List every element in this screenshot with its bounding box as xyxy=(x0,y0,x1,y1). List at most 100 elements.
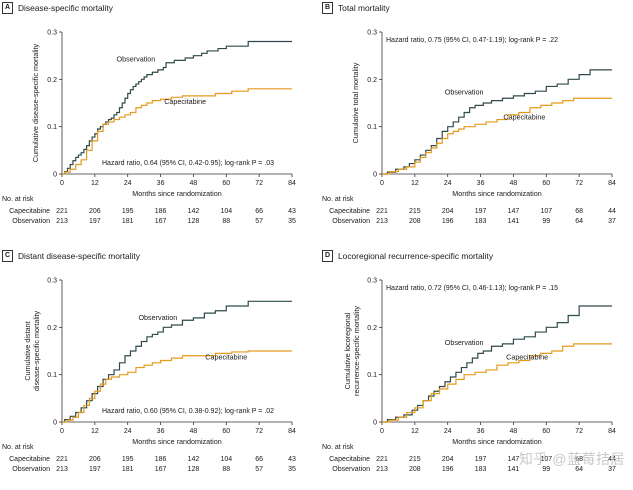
panel-c-header: C Distant disease-specific mortality xyxy=(2,250,140,262)
chart-d: 0 0.1 0.2 0.3 0 12 24 36 48 60 72 84 Months since ra… xyxy=(343,278,616,447)
x-tick-label-c: 84 xyxy=(288,428,296,435)
at-risk-table-d: No. at risk Capecitabine 221 215 204 197 147 10… xyxy=(320,444,633,490)
at-risk-value-capecitabine-d: 147 xyxy=(507,456,520,463)
y-tick-label-b: 0 xyxy=(373,172,377,179)
at-risk-value-observation-b: 183 xyxy=(474,218,487,225)
x-tick-label-b: 12 xyxy=(411,180,419,187)
y-tick-label-a: 0.3 xyxy=(47,30,57,37)
at-risk-label-observation-a: Observation xyxy=(12,218,50,225)
x-tick-label-d: 0 xyxy=(380,428,384,435)
at-risk-value-observation-a: 128 xyxy=(187,218,200,225)
at-risk-table-c: No. at risk Capecitabine 221 206 195 186 142 10… xyxy=(0,444,316,490)
x-axis-label-d: Months since randomization xyxy=(452,437,542,446)
series-label-capecitabine-b: Capecitabine xyxy=(503,113,545,122)
at-risk-value-capecitabine-a: 43 xyxy=(288,208,296,215)
y-axis-label-d: recurrence-specific mortality xyxy=(352,306,361,396)
at-risk-value-observation-b: 196 xyxy=(441,218,454,225)
at-risk-value-capecitabine-c: 104 xyxy=(220,456,233,463)
series-label-capecitabine-d: Capecitabine xyxy=(506,353,548,362)
hazard-ratio-annotation-d: Hazard ratio, 0.72 (95% CI, 0.46-1.13); … xyxy=(386,285,558,292)
at-risk-value-observation-d: 141 xyxy=(507,466,520,473)
at-risk-value-observation-a: 88 xyxy=(222,218,231,225)
y-tick-label-d: 0.3 xyxy=(367,278,377,285)
at-risk-label-capecitabine-c: Capecitabine xyxy=(9,456,50,463)
panel-c-title: Distant disease-specific mortality xyxy=(18,251,140,261)
x-tick-label-d: 84 xyxy=(608,428,616,435)
at-risk-value-capecitabine-a: 104 xyxy=(220,208,233,215)
at-risk-header-b: No. at risk xyxy=(322,196,354,203)
at-risk-value-capecitabine-a: 66 xyxy=(255,208,264,215)
panel-b-header: B Total mortality xyxy=(322,2,390,14)
at-risk-value-capecitabine-c: 195 xyxy=(121,456,134,463)
y-tick-label-a: 0.2 xyxy=(47,77,57,84)
at-risk-value-capecitabine-c: 221 xyxy=(56,456,68,463)
series-label-capecitabine-c: Capecitabine xyxy=(205,353,247,362)
series-line-capecitabine-d xyxy=(382,343,612,423)
x-axis-label-c: Months since randomization xyxy=(132,437,222,446)
at-risk-value-capecitabine-a: 195 xyxy=(121,208,134,215)
y-tick-label-d: 0.1 xyxy=(367,372,377,379)
x-tick-label-b: 72 xyxy=(575,180,583,187)
x-tick-label-b: 0 xyxy=(380,180,384,187)
at-risk-value-capecitabine-c: 142 xyxy=(187,456,200,463)
y-axis-label-c: Cumulative distant xyxy=(23,321,32,380)
series-label-observation-c: Observation xyxy=(138,313,177,322)
y-tick-label-b: 0.1 xyxy=(367,124,377,131)
x-tick-label-c: 72 xyxy=(255,428,263,435)
at-risk-value-observation-c: 88 xyxy=(222,466,231,473)
y-tick-label-c: 0.3 xyxy=(47,278,57,285)
at-risk-value-observation-d: 208 xyxy=(409,466,421,473)
at-risk-value-observation-a: 57 xyxy=(255,218,264,225)
at-risk-value-observation-c: 167 xyxy=(154,466,167,473)
at-risk-header-a: No. at risk xyxy=(2,196,34,203)
panel-b-title: Total mortality xyxy=(338,3,390,13)
x-tick-label-a: 24 xyxy=(124,180,132,187)
series-line-capecitabine-b xyxy=(382,97,612,175)
y-tick-label-d: 0.2 xyxy=(367,325,377,332)
x-tick-label-a: 84 xyxy=(288,180,296,187)
chart-c: 0 0.1 0.2 0.3 0 12 24 36 48 60 72 84 Months since ra… xyxy=(23,278,296,447)
at-risk-value-capecitabine-b: 107 xyxy=(540,208,553,215)
x-tick-label-a: 72 xyxy=(255,180,263,187)
chart-a: 0 0.1 0.2 0.3 0 12 24 36 48 60 72 84 Months since ra… xyxy=(31,30,296,199)
at-risk-value-capecitabine-d: 197 xyxy=(474,456,487,463)
at-risk-value-observation-c: 128 xyxy=(187,466,200,473)
chart-b: 0 0.1 0.2 0.3 0 12 24 36 48 60 72 84 Months since ra… xyxy=(351,30,616,199)
series-label-observation-a: Observation xyxy=(117,54,156,63)
x-tick-label-d: 72 xyxy=(575,428,583,435)
at-risk-value-observation-c: 197 xyxy=(89,466,101,473)
at-risk-value-observation-c: 181 xyxy=(121,466,134,473)
at-risk-label-capecitabine-b: Capecitabine xyxy=(329,208,370,215)
x-tick-label-c: 0 xyxy=(60,428,64,435)
at-risk-value-observation-b: 141 xyxy=(507,218,520,225)
series-label-observation-d: Observation xyxy=(445,338,484,347)
at-risk-value-capecitabine-d: 107 xyxy=(540,456,553,463)
at-risk-label-observation-c: Observation xyxy=(12,466,50,473)
panel-b: B Total mortality 0 0.1 0.2 0.3 0 12 24 36 48 60 7… xyxy=(320,0,633,242)
at-risk-value-observation-d: 64 xyxy=(575,466,584,473)
at-risk-value-capecitabine-c: 206 xyxy=(89,456,101,463)
series-line-observation-c xyxy=(62,300,292,423)
x-tick-label-a: 12 xyxy=(91,180,99,187)
panel-d-title: Locoregional recurrence-specific mortali… xyxy=(338,251,494,261)
y-tick-label-c: 0.2 xyxy=(47,325,57,332)
series-label-observation-b: Observation xyxy=(445,87,484,96)
at-risk-value-observation-a: 35 xyxy=(288,218,296,225)
at-risk-value-capecitabine-b: 68 xyxy=(575,208,584,215)
at-risk-value-capecitabine-b: 44 xyxy=(608,208,616,215)
at-risk-value-capecitabine-d: 68 xyxy=(575,456,584,463)
hazard-ratio-annotation-b: Hazard ratio, 0.75 (95% CI, 0.47-1.19); … xyxy=(386,37,558,44)
at-risk-header-d: No. at risk xyxy=(322,444,354,451)
at-risk-label-observation-b: Observation xyxy=(332,218,370,225)
at-risk-value-capecitabine-c: 66 xyxy=(255,456,264,463)
x-tick-label-b: 36 xyxy=(477,180,485,187)
at-risk-value-observation-b: 37 xyxy=(608,218,616,225)
x-tick-label-a: 60 xyxy=(222,180,230,187)
panel-a-header: A Disease-specific mortality xyxy=(2,2,113,14)
x-tick-label-c: 12 xyxy=(91,428,99,435)
at-risk-value-capecitabine-d: 204 xyxy=(441,456,454,463)
at-risk-label-capecitabine-d: Capecitabine xyxy=(329,456,370,463)
x-tick-label-d: 60 xyxy=(542,428,550,435)
panel-c-letter: C xyxy=(2,250,13,262)
x-tick-label-b: 84 xyxy=(608,180,616,187)
